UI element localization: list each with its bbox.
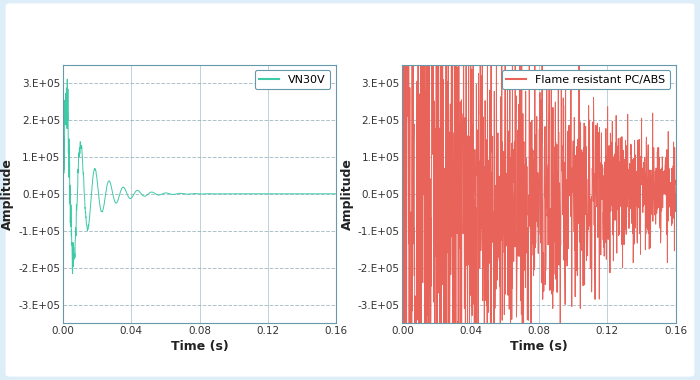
Y-axis label: Amplitude: Amplitude (341, 158, 354, 230)
X-axis label: Time (s): Time (s) (510, 340, 568, 353)
Y-axis label: Amplitude: Amplitude (1, 158, 14, 230)
Legend: Flame resistant PC/ABS: Flame resistant PC/ABS (502, 70, 670, 89)
X-axis label: Time (s): Time (s) (171, 340, 228, 353)
Legend: VN30V: VN30V (255, 70, 330, 89)
